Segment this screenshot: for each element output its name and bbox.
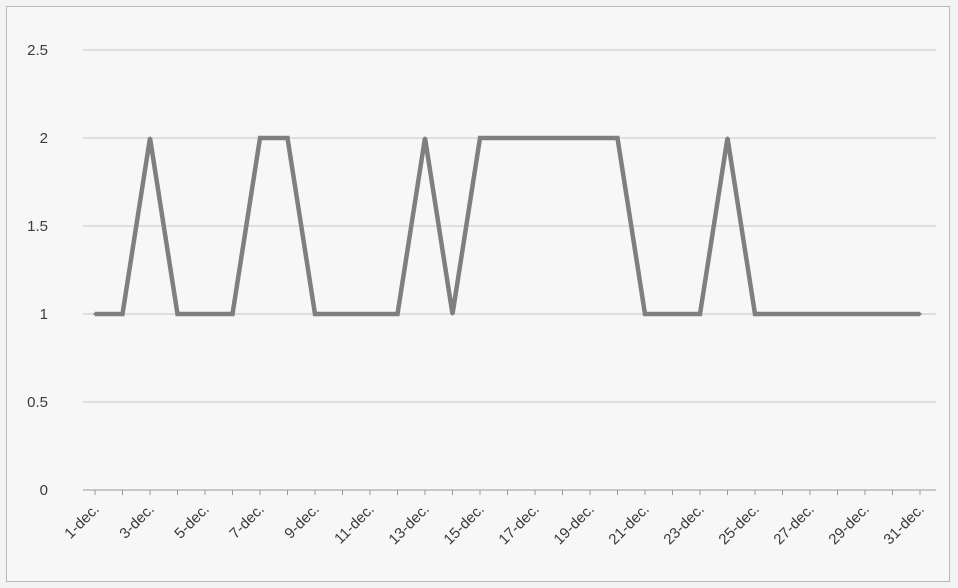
y-tick-label: 0.5 [27, 394, 48, 411]
y-tick-label: 2 [40, 130, 48, 147]
data-point [836, 312, 839, 316]
x-tick-label: 17-dec. [495, 501, 542, 548]
gridlines [83, 49, 936, 403]
data-point [616, 136, 619, 140]
x-tick-label: 23-dec. [660, 501, 707, 548]
series-layer [93, 135, 922, 317]
data-point [863, 312, 867, 316]
x-axis [83, 489, 936, 495]
data-point [561, 136, 564, 140]
x-tick-label: 11-dec. [331, 501, 378, 548]
data-point [93, 312, 97, 316]
x-tick-label: 31-dec. [880, 501, 927, 548]
data-point [891, 312, 894, 316]
data-point [451, 312, 454, 316]
data-point [478, 136, 482, 140]
x-tick-label: 9-dec. [281, 501, 323, 543]
data-point [341, 312, 344, 316]
data-point [808, 312, 812, 316]
data-point [533, 136, 537, 140]
data-point [396, 312, 399, 316]
data-point [313, 312, 317, 316]
data-point [753, 312, 757, 316]
data-point [423, 136, 427, 140]
data-point [506, 136, 509, 140]
data-point [148, 136, 152, 140]
x-axis-tick-labels: 1-dec. 3-dec. 5-dec. 7-dec. 9-dec. 11-dec. 13-… [61, 501, 928, 548]
y-tick-label: 2.5 [27, 42, 48, 59]
x-tick-label: 19-dec. [550, 501, 597, 548]
y-tick-label: 1 [40, 306, 48, 323]
data-point [368, 312, 372, 316]
data-point [918, 312, 922, 316]
data-point [726, 136, 729, 140]
data-point [258, 136, 262, 140]
x-tick-label: 29-dec. [825, 501, 872, 548]
x-tick-label: 15-dec. [440, 501, 487, 548]
x-tick-label: 5-dec. [171, 501, 213, 543]
data-point [286, 136, 289, 140]
data-point [698, 312, 702, 316]
data-point [588, 136, 592, 140]
x-tick-label: 13-dec. [385, 501, 432, 548]
x-tick-label: 25-dec. [715, 501, 762, 548]
y-tick-label: 1.5 [27, 218, 48, 235]
data-point [203, 312, 207, 316]
data-point [121, 312, 124, 316]
data-point [781, 312, 784, 316]
chart-frame [6, 6, 950, 582]
y-tick-label: 0 [40, 482, 48, 499]
data-point [643, 312, 647, 316]
x-tick-label: 21-dec. [605, 501, 652, 548]
data-point [671, 312, 674, 316]
x-tick-label: 3-dec. [116, 501, 158, 543]
x-tick-label: 27-dec. [770, 501, 817, 548]
y-axis-tick-labels: 0 0.5 1 1.5 2 2.5 [27, 42, 48, 499]
x-tick-label: 7-dec. [226, 501, 268, 543]
data-point [176, 312, 179, 316]
data-point [231, 312, 234, 316]
x-tick-label: 1-dec. [61, 501, 103, 543]
